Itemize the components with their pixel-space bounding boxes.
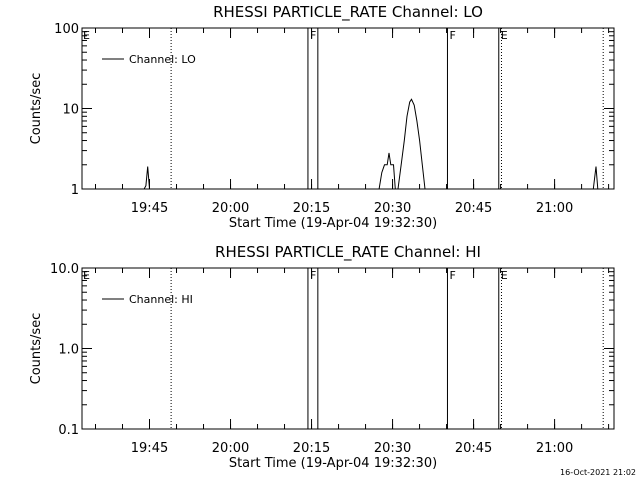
panel-1-marker-flag: F: [310, 29, 316, 42]
panel-1-x-tick-label: 20:00: [212, 201, 249, 216]
panel-2-x-tick-label: 20:15: [293, 441, 330, 456]
panel-1-series-line: [592, 166, 599, 190]
panel-1-y-tick-label: 10: [62, 103, 79, 118]
panel-2-y-tick-label: 1.0: [58, 343, 79, 358]
panel-2-x-tick-label: 20:45: [455, 441, 492, 456]
panel-2-marker-flag: E: [501, 269, 508, 282]
panel-1-chart-title: RHESSI PARTICLE_RATE Channel: LO: [213, 3, 483, 22]
panel-1-marker-flag: F: [449, 29, 455, 42]
panel-1-x-tick-label: 20:45: [455, 201, 492, 216]
panel-1-series-line: [378, 98, 426, 190]
panel-2-y-tick-label: 0.1: [58, 423, 79, 438]
footer-timestamp: 16-Oct-2021 21:02: [560, 468, 636, 477]
panel-2-chart-title: RHESSI PARTICLE_RATE Channel: HI: [215, 243, 481, 262]
panel-2-x-tick-label: 20:30: [374, 441, 411, 456]
panel-1-legend-label: Channel: LO: [129, 53, 196, 66]
panel-1-x-axis-label: Start Time (19-Apr-04 19:32:30): [229, 216, 437, 231]
panel-1-marker-flag: E: [501, 29, 508, 42]
panel-2-marker-flag: F: [310, 269, 316, 282]
panel-1-y-tick-label: 100: [54, 22, 79, 37]
panel-1-edge-flag: E: [83, 29, 90, 42]
panel-2-legend-label: Channel: HI: [129, 293, 193, 306]
panel-2-marker-flag: F: [449, 269, 455, 282]
panel-2-x-tick-label: 19:45: [131, 441, 168, 456]
panel-1-x-tick-label: 21:00: [536, 201, 573, 216]
panel-1-series-line: [143, 166, 150, 190]
panel-2-y-tick-label: 10.0: [50, 262, 79, 277]
panel-1-x-tick-label: 20:15: [293, 201, 330, 216]
panel-1-y-axis-label: Counts/sec: [29, 73, 44, 145]
panel-1-y-tick-label: 1: [71, 183, 79, 198]
panel-1-x-tick-label: 20:30: [374, 201, 411, 216]
panel-2-x-axis-label: Start Time (19-Apr-04 19:32:30): [229, 456, 437, 471]
panel-2-x-tick-label: 21:00: [536, 441, 573, 456]
panel-1-x-tick-label: 19:45: [131, 201, 168, 216]
panel-2-x-tick-label: 20:00: [212, 441, 249, 456]
panel-2-y-axis-label: Counts/sec: [29, 313, 44, 385]
panel-2-edge-flag: E: [83, 269, 90, 282]
